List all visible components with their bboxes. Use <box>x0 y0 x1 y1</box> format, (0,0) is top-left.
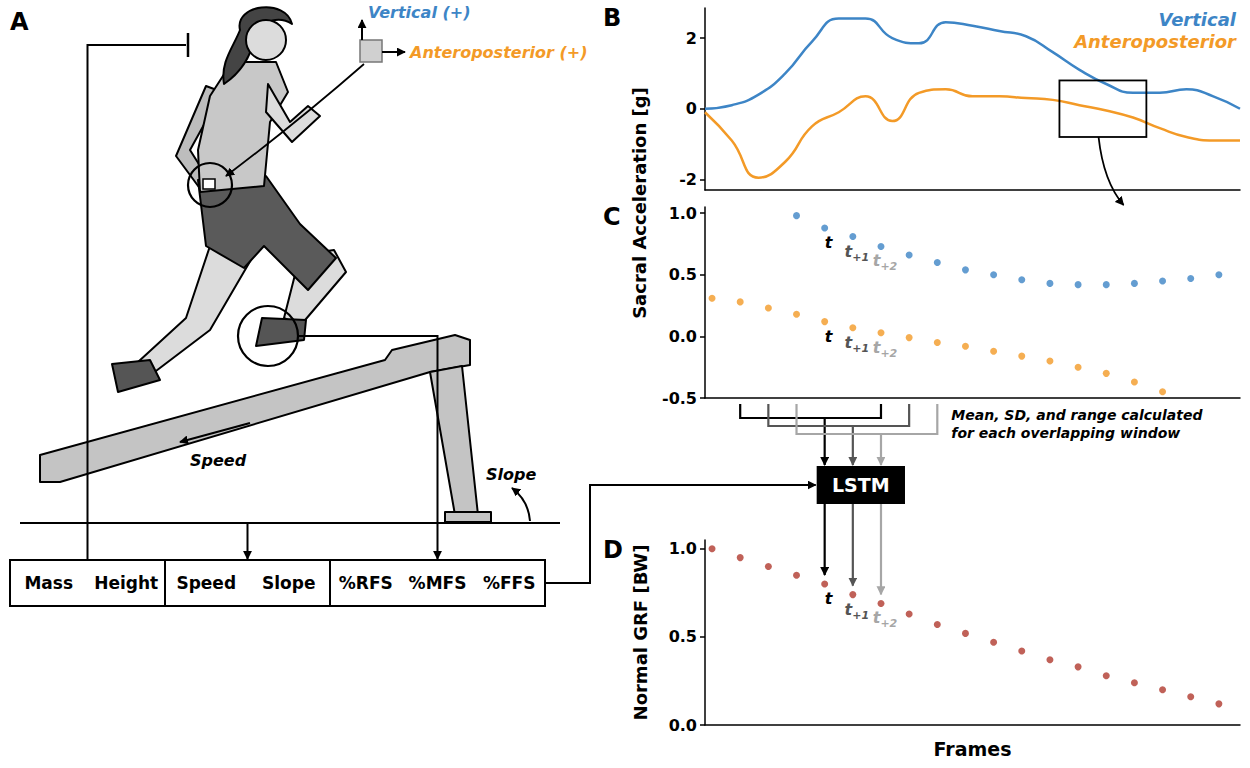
svg-text:t+1: t+1 <box>845 333 870 355</box>
svg-text:t: t <box>825 589 834 608</box>
svg-text:-0.5: -0.5 <box>662 389 697 408</box>
svg-text:LSTM: LSTM <box>832 474 890 496</box>
svg-text:2: 2 <box>686 29 697 48</box>
svg-text:%RFS: %RFS <box>339 573 393 593</box>
svg-text:Normal GRF [BW]: Normal GRF [BW] <box>630 545 651 721</box>
svg-text:C: C <box>603 203 621 231</box>
svg-text:t+1: t+1 <box>845 600 870 622</box>
svg-text:Vertical (+): Vertical (+) <box>368 3 470 22</box>
svg-text:B: B <box>603 4 621 32</box>
svg-text:t+2: t+2 <box>873 338 898 360</box>
svg-text:Slope: Slope <box>486 465 536 484</box>
svg-text:t+1: t+1 <box>845 242 870 264</box>
svg-text:t+2: t+2 <box>873 251 898 273</box>
svg-text:Height: Height <box>94 573 158 593</box>
svg-text:A: A <box>10 8 29 36</box>
svg-text:for each overlapping window: for each overlapping window <box>951 425 1180 441</box>
svg-text:%MFS: %MFS <box>409 573 467 593</box>
svg-text:Sacral Acceleration [g]: Sacral Acceleration [g] <box>629 87 650 319</box>
svg-text:D: D <box>603 536 623 564</box>
svg-text:0: 0 <box>686 99 697 118</box>
svg-text:0.5: 0.5 <box>669 265 697 284</box>
svg-text:-2: -2 <box>679 170 697 189</box>
svg-text:Anteroposterior (+): Anteroposterior (+) <box>408 43 587 62</box>
svg-text:0.0: 0.0 <box>669 716 697 735</box>
svg-text:Anteroposterior: Anteroposterior <box>1072 31 1237 52</box>
svg-text:t+2: t+2 <box>873 608 898 630</box>
svg-text:0.5: 0.5 <box>669 627 697 646</box>
svg-text:Mean, SD, and range calculated: Mean, SD, and range calculated <box>951 407 1203 423</box>
svg-text:Slope: Slope <box>262 573 315 593</box>
svg-text:Mass: Mass <box>24 573 73 593</box>
svg-text:t: t <box>825 327 834 346</box>
svg-text:Speed: Speed <box>190 451 247 470</box>
svg-text:1.0: 1.0 <box>669 539 697 558</box>
svg-text:Speed: Speed <box>176 573 236 593</box>
svg-text:%FFS: %FFS <box>483 573 536 593</box>
svg-text:Vertical: Vertical <box>1159 9 1237 30</box>
svg-text:0.0: 0.0 <box>669 327 697 346</box>
svg-text:1.0: 1.0 <box>669 204 697 223</box>
svg-text:Frames: Frames <box>934 738 1012 760</box>
svg-text:t: t <box>825 233 834 252</box>
